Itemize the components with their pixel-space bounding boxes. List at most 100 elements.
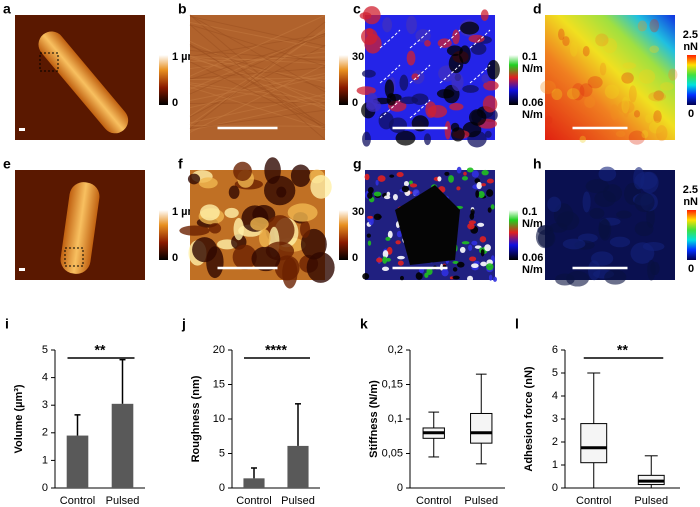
y-tick-label: 5	[42, 344, 48, 356]
texture	[469, 256, 477, 262]
texture	[367, 192, 373, 199]
x-tick-label: Control	[576, 495, 611, 507]
colorbar	[159, 55, 168, 105]
texture	[470, 208, 475, 216]
texture	[384, 79, 394, 98]
texture	[373, 191, 382, 197]
panel-label: i	[5, 316, 9, 332]
texture	[367, 186, 374, 194]
texture	[424, 40, 431, 47]
texture	[633, 110, 641, 118]
texture	[558, 28, 565, 41]
texture	[401, 185, 410, 193]
colorbar-label: N/m	[522, 109, 543, 121]
texture	[545, 115, 553, 125]
cell	[60, 182, 100, 274]
texture	[361, 28, 378, 45]
texture	[604, 269, 627, 285]
y-tick-label: 0,1	[388, 413, 403, 425]
texture	[486, 263, 494, 271]
panel-label: b	[178, 1, 187, 17]
texture	[621, 72, 634, 84]
texture	[599, 62, 607, 76]
texture	[463, 171, 467, 176]
texture	[392, 193, 398, 201]
texture	[650, 261, 660, 276]
texture	[399, 74, 409, 91]
texture	[233, 217, 244, 241]
y-axis-label: Stiffness (N/m)	[368, 380, 380, 458]
texture	[396, 172, 404, 178]
texture	[368, 217, 374, 226]
texture	[451, 127, 465, 142]
colorbar	[339, 55, 348, 105]
texture	[582, 191, 591, 213]
texture	[364, 173, 370, 181]
y-tick-label: 20	[213, 344, 225, 356]
texture	[310, 174, 332, 199]
dark-region	[395, 185, 460, 265]
texture	[375, 179, 379, 186]
texture	[356, 86, 376, 95]
texture	[615, 130, 626, 138]
texture	[362, 272, 370, 280]
panel-label: j	[181, 316, 186, 332]
texture	[409, 180, 413, 185]
texture	[638, 69, 656, 84]
texture	[436, 89, 455, 99]
texture	[192, 237, 218, 263]
texture	[381, 266, 390, 272]
texture	[537, 229, 556, 248]
panel-label: a	[3, 1, 11, 17]
colorbar	[509, 210, 518, 260]
texture	[397, 260, 404, 266]
y-tick-label: 1	[552, 459, 558, 471]
texture	[637, 20, 648, 32]
texture	[579, 135, 587, 143]
panel-label: c	[353, 1, 361, 17]
colorbar-label: N/m	[522, 264, 543, 276]
texture	[471, 170, 479, 178]
texture	[571, 83, 585, 101]
texture	[189, 109, 326, 129]
texture	[456, 166, 462, 174]
texture	[282, 257, 298, 289]
panel-label: k	[360, 316, 368, 332]
roi	[64, 247, 84, 267]
texture	[361, 69, 376, 78]
texture	[480, 261, 487, 267]
texture	[189, 44, 326, 126]
box	[470, 412, 493, 444]
texture	[411, 73, 420, 81]
y-axis-label: Volume (µm³)	[13, 384, 25, 453]
texture	[451, 72, 464, 92]
texture	[189, 56, 326, 82]
texture	[649, 18, 660, 33]
fibril-line	[409, 99, 431, 119]
texture	[387, 230, 393, 239]
texture	[396, 230, 402, 238]
colorbar	[339, 210, 348, 260]
texture	[488, 274, 493, 281]
texture	[189, 67, 326, 80]
texture	[378, 215, 382, 219]
fibril-line	[409, 64, 431, 84]
texture	[562, 36, 570, 47]
texture	[569, 41, 578, 57]
texture	[189, 14, 326, 93]
texture	[633, 166, 645, 190]
texture	[585, 179, 610, 194]
colorbar-label: 0	[172, 252, 178, 264]
colorbar-label: 2.5	[683, 184, 698, 196]
texture	[287, 203, 318, 222]
texture	[468, 34, 485, 43]
texture	[395, 240, 401, 245]
texture	[385, 236, 391, 241]
texture	[224, 207, 239, 219]
texture	[653, 90, 665, 101]
box	[580, 423, 608, 464]
texture	[587, 76, 603, 89]
roi	[39, 52, 59, 72]
texture	[660, 82, 674, 91]
chart: j Roughness (nm) 0 5 10 15 20 Control Pulsed ****	[181, 316, 320, 507]
